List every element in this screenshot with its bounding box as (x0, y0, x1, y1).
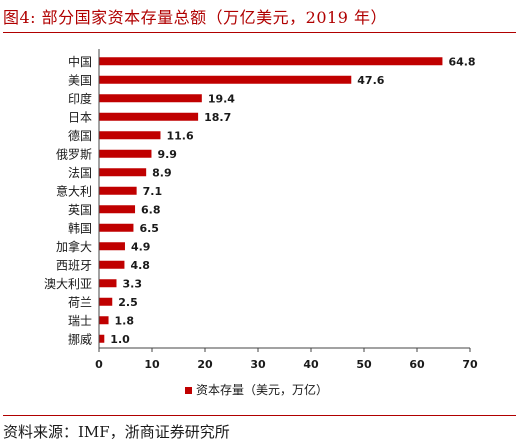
bar (99, 316, 109, 325)
data-label: 11.6 (166, 129, 193, 142)
bar (99, 94, 202, 103)
category-label: 德国 (68, 128, 92, 143)
bar (99, 242, 125, 251)
x-tick-label: 20 (197, 358, 213, 371)
bar (99, 297, 113, 306)
category-label: 加拿大 (56, 239, 92, 254)
data-label: 6.8 (141, 203, 161, 216)
category-label: 荷兰 (68, 295, 92, 309)
x-tick-label: 70 (462, 358, 478, 371)
bar (99, 279, 117, 288)
category-label: 西班牙 (56, 258, 92, 272)
data-label: 1.8 (115, 314, 135, 327)
category-label: 澳大利亚 (44, 277, 92, 291)
data-label: 64.8 (448, 55, 475, 68)
footer-rule (3, 415, 516, 416)
category-label: 中国 (68, 54, 92, 69)
data-label: 3.3 (122, 277, 141, 290)
bar (99, 57, 443, 66)
data-label: 19.4 (208, 92, 235, 105)
x-tick-label: 50 (356, 358, 372, 371)
data-label: 6.5 (139, 222, 159, 235)
bar (99, 260, 125, 269)
category-label: 印度 (68, 91, 92, 106)
bar (99, 205, 136, 214)
legend-label: 资本存量（美元，万亿） (196, 382, 328, 397)
category-label: 美国 (68, 73, 92, 87)
category-label: 俄罗斯 (56, 147, 92, 161)
category-label: 日本 (68, 110, 92, 124)
bar (99, 131, 161, 140)
category-label: 英国 (68, 203, 92, 217)
figure-title: 图4: 部分国家资本存量总额（万亿美元，2019 年） (3, 8, 387, 27)
bar (99, 75, 352, 84)
data-label: 47.6 (357, 74, 384, 87)
category-label: 瑞士 (68, 314, 92, 328)
bar (99, 186, 137, 195)
x-tick-label: 60 (409, 358, 425, 371)
bar (99, 223, 134, 232)
x-tick-label: 30 (250, 358, 266, 371)
data-label: 4.9 (131, 240, 151, 253)
data-label: 9.9 (157, 148, 177, 161)
bar (99, 112, 199, 121)
data-label: 18.7 (204, 111, 231, 124)
category-label: 法国 (68, 166, 92, 180)
category-label: 意大利 (56, 183, 92, 198)
category-label: 韩国 (68, 220, 92, 235)
bar (99, 168, 147, 177)
data-label: 7.1 (143, 185, 163, 198)
data-label: 2.5 (118, 296, 138, 309)
x-tick-label: 40 (303, 358, 319, 371)
data-label: 4.8 (130, 259, 150, 272)
data-label: 8.9 (152, 166, 172, 179)
bar (99, 149, 152, 158)
legend-swatch (185, 387, 192, 394)
data-label: 1.0 (110, 333, 130, 346)
source-note: 资料来源：IMF，浙商证券研究所 (3, 423, 230, 441)
x-tick-label: 10 (144, 358, 160, 371)
bar (99, 334, 105, 343)
x-tick-label: 0 (95, 358, 103, 371)
title-rule (3, 32, 516, 33)
category-label: 挪威 (68, 332, 92, 346)
